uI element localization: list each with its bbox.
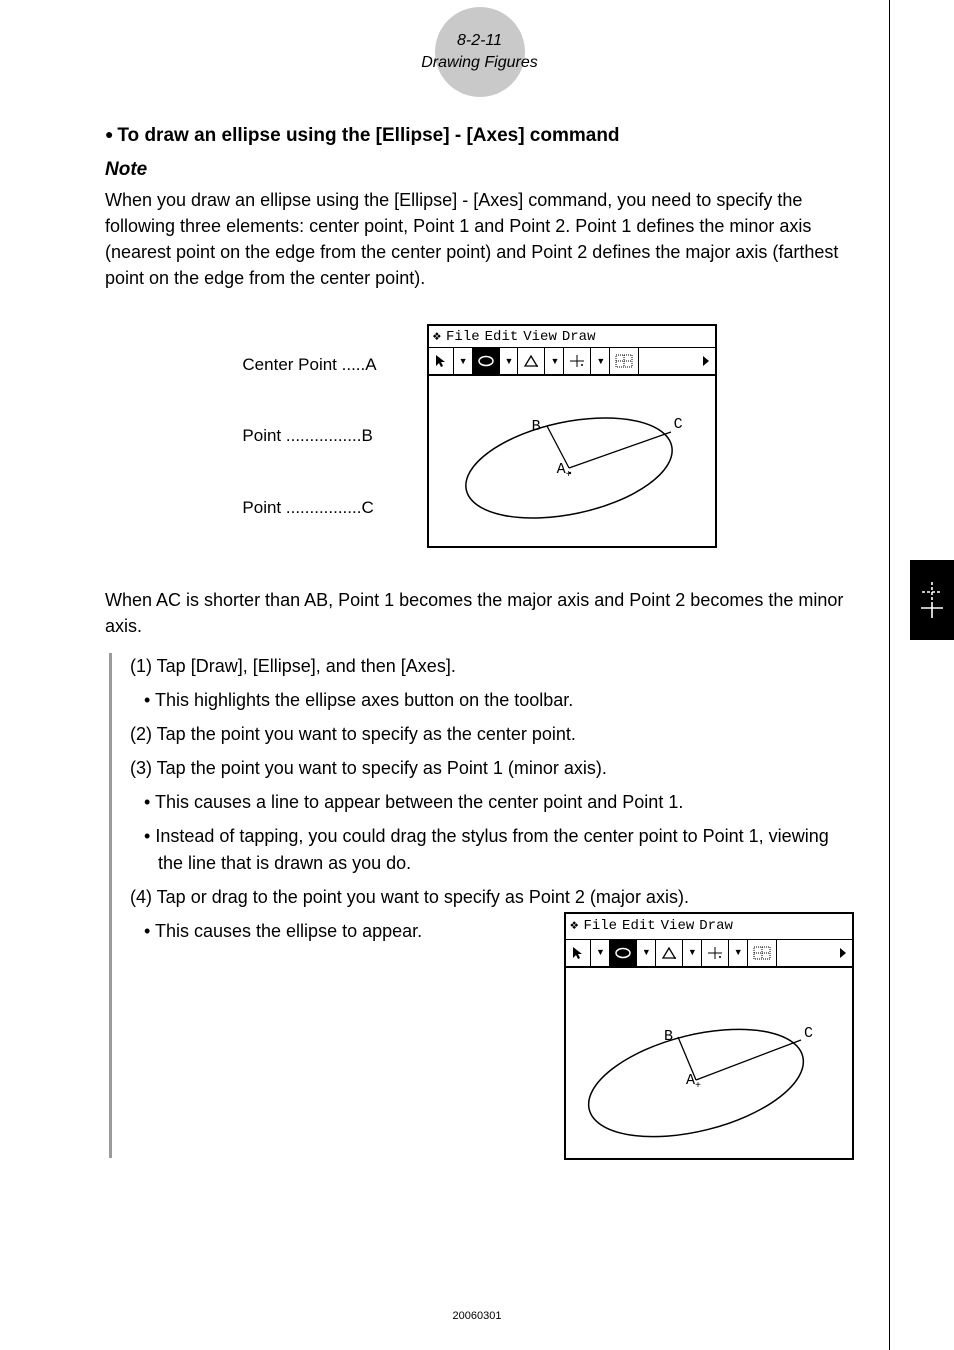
- step-3-sub-b: Instead of tapping, you could drag the s…: [130, 823, 854, 877]
- page: 8-2-11 Drawing Figures To draw an ellips…: [0, 0, 954, 1188]
- point-label-c: C: [674, 416, 683, 433]
- dropdown-icon[interactable]: ▼: [683, 940, 702, 966]
- steps-block: (1) Tap [Draw], [Ellipse], and then [Axe…: [109, 653, 854, 1158]
- menu-view[interactable]: View: [523, 329, 557, 345]
- footer-id: 20060301: [453, 1310, 502, 1322]
- menu-edit[interactable]: Edit: [622, 916, 656, 937]
- dropdown-icon[interactable]: ▼: [545, 348, 564, 374]
- menu-file[interactable]: File: [446, 329, 480, 345]
- menu-file[interactable]: File: [583, 916, 617, 937]
- grid-tool-icon[interactable]: [610, 348, 639, 374]
- section-title: To draw an ellipse using the [Ellipse] -…: [105, 125, 854, 147]
- step-1-sub: This highlights the ellipse axes button …: [130, 687, 854, 714]
- toolbar: ▼ ▼ ▼ ▼: [429, 348, 715, 376]
- axes-tool-icon[interactable]: [702, 940, 729, 966]
- drawing-canvas[interactable]: A+ B C: [429, 376, 715, 546]
- dropdown-icon[interactable]: ▼: [500, 348, 519, 374]
- figure-row-1: Center Point .....A Point ..............…: [105, 305, 854, 567]
- menubar: ❖ File Edit View Draw: [566, 914, 852, 940]
- menu-view[interactable]: View: [661, 916, 695, 937]
- toolbar: ▼ ▼ ▼ ▼: [566, 940, 852, 968]
- step-4: (4) Tap or drag to the point you want to…: [130, 884, 854, 911]
- drawing-canvas[interactable]: A+ B C: [566, 968, 852, 1158]
- menu-edit[interactable]: Edit: [485, 329, 519, 345]
- point-list-line: Point ................B: [242, 424, 376, 448]
- step-4-sub: This causes the ellipse to appear.: [130, 918, 550, 945]
- grid-tool-icon[interactable]: [748, 940, 777, 966]
- app-logo-icon: ❖: [433, 328, 441, 345]
- header-section-num: 8-2-11: [410, 30, 550, 52]
- note-heading: Note: [105, 159, 854, 181]
- triangle-tool-icon[interactable]: [518, 348, 545, 374]
- pointer-tool-icon[interactable]: [429, 348, 454, 374]
- point-label-b: B: [532, 418, 541, 435]
- dropdown-icon[interactable]: ▼: [591, 940, 610, 966]
- header-section-title: Drawing Figures: [410, 52, 550, 74]
- ellipse-tool-icon[interactable]: [610, 940, 637, 966]
- header-badge: 8-2-11 Drawing Figures: [410, 30, 550, 75]
- point-label-b: B: [664, 1026, 673, 1049]
- after-figure-paragraph: When AC is shorter than AB, Point 1 beco…: [105, 587, 854, 639]
- next-arrow-icon[interactable]: [639, 348, 714, 374]
- menu-draw[interactable]: Draw: [699, 916, 733, 937]
- result-row: This causes the ellipse to appear. ❖ Fil…: [130, 918, 854, 1158]
- menu-draw[interactable]: Draw: [562, 329, 596, 345]
- next-arrow-icon[interactable]: [777, 940, 852, 966]
- note-paragraph: When you draw an ellipse using the [Elli…: [105, 187, 854, 291]
- dropdown-icon[interactable]: ▼: [729, 940, 748, 966]
- axes-tool-icon[interactable]: [564, 348, 591, 374]
- point-list: Center Point .....A Point ..............…: [242, 305, 376, 567]
- dropdown-icon[interactable]: ▼: [637, 940, 656, 966]
- step-1: (1) Tap [Draw], [Ellipse], and then [Axe…: [130, 653, 854, 680]
- pointer-tool-icon[interactable]: [566, 940, 591, 966]
- point-label-c: C: [804, 1023, 813, 1046]
- point-list-line: Center Point .....A: [242, 353, 376, 377]
- point-label-a: A+: [557, 461, 572, 481]
- step-2: (2) Tap the point you want to specify as…: [130, 721, 854, 748]
- dropdown-icon[interactable]: ▼: [591, 348, 610, 374]
- step-3-sub-a: This causes a line to appear between the…: [130, 789, 854, 816]
- menubar: ❖ File Edit View Draw: [429, 326, 715, 348]
- calculator-screenshot-1: ❖ File Edit View Draw ▼ ▼ ▼ ▼: [427, 324, 717, 548]
- app-logo-icon: ❖: [570, 916, 578, 937]
- point-label-a: A+: [686, 1070, 701, 1094]
- ellipse-tool-icon[interactable]: [473, 348, 500, 374]
- point-list-line: Point ................C: [242, 496, 376, 520]
- dropdown-icon[interactable]: ▼: [454, 348, 473, 374]
- step-3: (3) Tap the point you want to specify as…: [130, 755, 854, 782]
- calculator-screenshot-2: ❖ File Edit View Draw ▼ ▼ ▼ ▼: [564, 912, 854, 1160]
- triangle-tool-icon[interactable]: [656, 940, 683, 966]
